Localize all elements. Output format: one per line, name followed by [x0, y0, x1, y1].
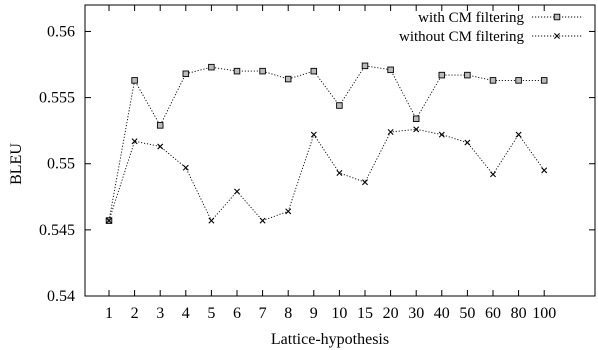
data-point-stroke: [362, 179, 368, 186]
y-axis-label: BLEU: [8, 143, 25, 185]
data-point: [438, 71, 446, 79]
data-point: [490, 171, 496, 178]
data-point: [489, 77, 497, 84]
data-point: [515, 131, 522, 138]
x-tick-label: 3: [156, 305, 164, 322]
x-tick-label: 7: [259, 305, 267, 322]
x-tick-label: 50: [459, 305, 475, 322]
data-point-stroke: [208, 217, 215, 224]
data-point: [412, 115, 420, 123]
y-tick-label: 0.55: [47, 156, 75, 173]
data-point: [106, 217, 112, 224]
data-point-stroke: [131, 138, 138, 145]
y-tick-label: 0.56: [47, 23, 75, 40]
y-axis-ticks: 0.54 0.545 0.55 0.555 0.56: [39, 23, 595, 305]
data-point: [553, 13, 561, 21]
data-point: [310, 67, 318, 75]
data-point-stroke: [438, 131, 445, 138]
data-point: [285, 208, 292, 215]
chart-axes: [84, 4, 596, 297]
x-tick-label: 6: [233, 305, 241, 322]
plot-frame: [84, 4, 596, 297]
data-point: [464, 71, 471, 79]
data-point-stroke: [554, 33, 560, 39]
x-tick-label: 80: [511, 305, 527, 322]
x-tick-label: 5: [207, 305, 215, 322]
x-tick-label: 1: [105, 305, 113, 322]
data-point: [336, 102, 343, 109]
data-point-stroke: [234, 188, 240, 195]
data-point: [362, 179, 368, 186]
data-point: [413, 126, 420, 133]
data-point-stroke: [182, 164, 189, 171]
data-point: [233, 67, 241, 75]
chart-legend: with CM filtering without CM filtering: [399, 10, 583, 45]
data-point: [554, 33, 560, 39]
data-point-stroke: [387, 128, 394, 135]
data-point-stroke: [336, 169, 343, 176]
x-tick-label: 40: [434, 305, 450, 322]
x-tick-label: 4: [182, 305, 190, 322]
data-point-stroke: [106, 217, 112, 224]
data-point-stroke: [464, 139, 471, 146]
x-axis-ticks: 1 2 3 4 5 6 7 8 9 10 15 20 30 40 50 60 80 100: [105, 5, 556, 322]
series-line: [108, 65, 545, 221]
y-tick-label: 0.545: [39, 222, 75, 239]
x-tick-label: 9: [310, 305, 318, 322]
x-tick-label: 30: [408, 305, 424, 322]
data-point: [182, 70, 190, 78]
data-point: [208, 63, 215, 71]
x-tick-label: 60: [485, 305, 501, 322]
data-point-stroke: [515, 131, 522, 138]
data-point: [157, 143, 164, 150]
series-without-cm-filtering: [106, 126, 548, 224]
data-point-stroke: [490, 171, 496, 178]
x-tick-label: 20: [383, 305, 399, 322]
y-tick-label: 0.555: [39, 90, 75, 107]
data-point: [131, 138, 138, 145]
data-point-stroke: [285, 208, 292, 215]
x-axis-label: Lattice-hypothesis: [271, 331, 389, 348]
data-point: [156, 122, 164, 129]
x-tick-label: 8: [284, 305, 292, 322]
data-point: [464, 139, 471, 146]
legend-label: with CM filtering: [418, 10, 524, 26]
data-point-stroke: [541, 167, 548, 174]
data-point: [515, 77, 522, 84]
data-point: [387, 128, 394, 135]
data-point: [259, 67, 266, 75]
data-point: [284, 75, 292, 83]
data-point: [208, 217, 215, 224]
data-point-stroke: [157, 143, 164, 150]
series-line: [108, 128, 545, 222]
data-point: [259, 217, 266, 224]
x-tick-label: 100: [532, 305, 556, 322]
data-point: [361, 62, 369, 70]
data-point: [336, 169, 343, 176]
data-point: [182, 164, 189, 171]
x-tick-label: 10: [331, 305, 347, 322]
data-point-stroke: [413, 126, 420, 133]
data-point: [131, 77, 138, 84]
legend-label: without CM filtering: [399, 29, 524, 45]
y-tick-label: 0.54: [47, 288, 75, 305]
x-tick-label: 2: [131, 305, 139, 322]
data-point: [541, 167, 548, 174]
chart-series: [105, 62, 548, 224]
data-point: [387, 66, 394, 74]
x-tick-label: 15: [357, 305, 373, 322]
series-with-cm-filtering: [105, 62, 548, 224]
data-point: [540, 77, 548, 84]
data-point-stroke: [259, 217, 266, 224]
data-point: [438, 131, 445, 138]
data-point: [234, 188, 240, 195]
data-point: [310, 131, 317, 138]
data-point-stroke: [310, 131, 317, 138]
